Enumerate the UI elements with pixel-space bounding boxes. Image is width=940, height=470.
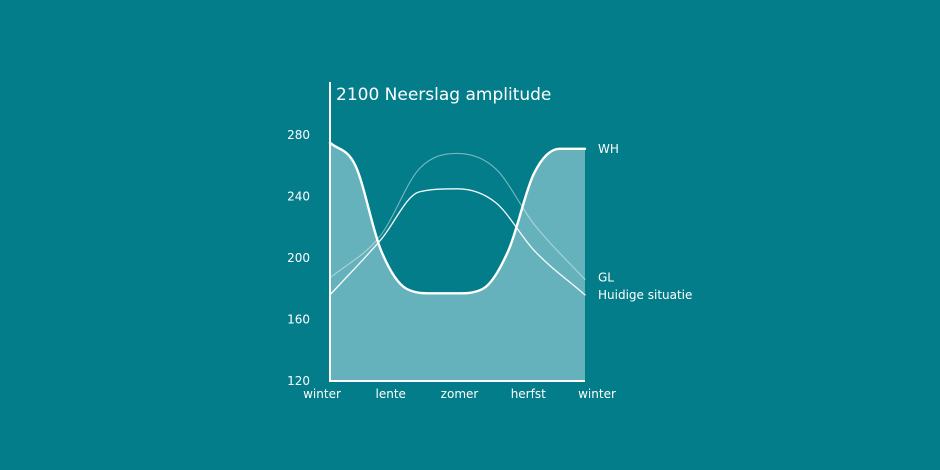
x-tick-winter-0: winter: [303, 387, 341, 401]
x-tick-labels: winter lente zomer herfst winter: [303, 387, 616, 401]
huidige-situatie-series-line: [329, 188, 586, 296]
wh-series-label: WH: [598, 142, 619, 156]
wh-area-fill: [330, 142, 585, 381]
y-tick-120: 120: [287, 374, 310, 388]
y-tick-200: 200: [287, 251, 310, 265]
gl-series-line: [329, 152, 586, 281]
huidige-situatie-series-label: Huidige situatie: [598, 288, 692, 302]
plot-area: [330, 142, 585, 381]
series-labels: WH GL Huidige situatie: [598, 142, 692, 302]
series-lines: [328, 141, 587, 296]
x-tick-winter-4: winter: [578, 387, 616, 401]
x-tick-herfst-3: herfst: [511, 387, 546, 401]
x-tick-zomer-2: zomer: [441, 387, 479, 401]
wh-series-line: [328, 141, 587, 295]
axes: [329, 82, 585, 382]
gl-series-label: GL: [598, 271, 614, 285]
chart-title: 2100 Neerslag amplitude: [336, 85, 551, 105]
x-tick-lente-1: lente: [376, 387, 406, 401]
y-tick-labels: 120 160 200 240 280: [287, 128, 310, 388]
y-tick-160: 160: [287, 313, 310, 327]
y-tick-240: 240: [287, 190, 310, 204]
y-tick-280: 280: [287, 128, 310, 142]
